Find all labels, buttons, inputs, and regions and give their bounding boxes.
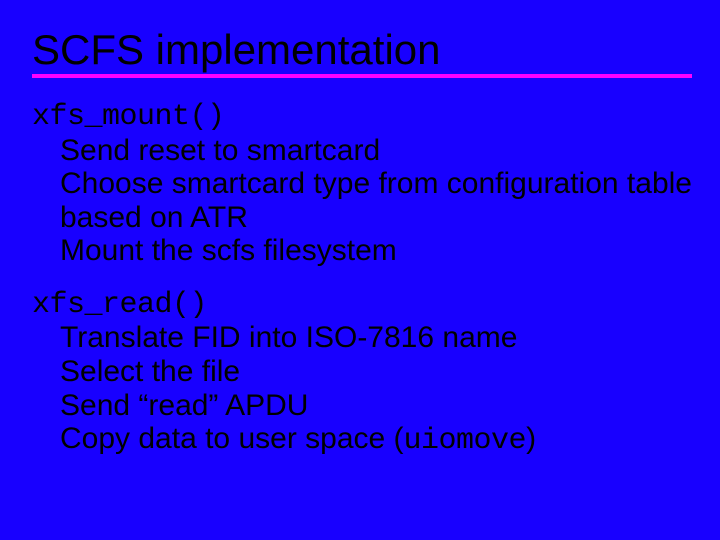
list-item: Send reset to smartcard: [60, 134, 692, 168]
function-name: xfs_read(): [32, 290, 692, 322]
slide: { "colors": { "background": "#1800ff", "…: [0, 0, 720, 540]
inline-code: uiomove: [404, 424, 527, 458]
section-xfs-mount: xfs_mount() Send reset to smartcard Choo…: [32, 102, 692, 268]
function-name: xfs_mount(): [32, 102, 692, 134]
list-item: Translate FID into ISO-7816 name: [60, 321, 692, 355]
list-item: Choose smartcard type from configuration…: [60, 167, 692, 234]
list-item: Mount the scfs filesystem: [60, 234, 692, 268]
slide-content: xfs_mount() Send reset to smartcard Choo…: [32, 84, 692, 459]
bullet-list: Translate FID into ISO-7816 name Select …: [32, 321, 692, 458]
list-item: Select the file: [60, 355, 692, 389]
list-item: Send “read” APDU: [60, 389, 692, 423]
list-item: Copy data to user space (uiomove): [60, 422, 692, 459]
title-underline: [32, 74, 692, 78]
title-region: SCFS implementation: [32, 20, 692, 84]
section-xfs-read: xfs_read() Translate FID into ISO-7816 n…: [32, 290, 692, 459]
bullet-list: Send reset to smartcard Choose smartcard…: [32, 134, 692, 268]
slide-title: SCFS implementation: [32, 28, 692, 72]
